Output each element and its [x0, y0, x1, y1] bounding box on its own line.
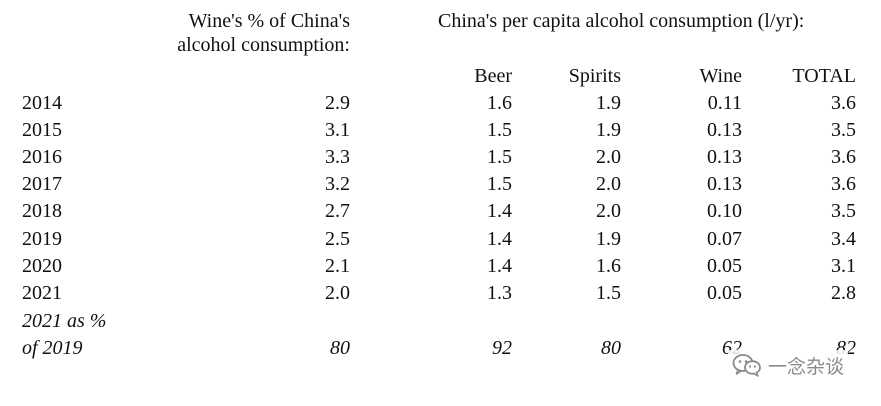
watermark-text: 一念杂谈: [768, 355, 845, 378]
row-wine: 0.13: [707, 173, 742, 195]
summary-beer: 92: [492, 337, 512, 359]
row-total: 2.8: [831, 282, 856, 304]
row-spirits: 1.9: [596, 92, 621, 114]
wine-share-header-line1: Wine's % of China's: [188, 10, 350, 32]
row-wine: 0.10: [707, 200, 742, 222]
row-year: 2016: [22, 146, 62, 168]
row-wine: 0.05: [707, 282, 742, 304]
row-wine-share: 2.9: [325, 92, 350, 114]
row-spirits: 1.6: [596, 255, 621, 277]
row-beer: 1.4: [487, 200, 512, 222]
row-year: 2020: [22, 255, 62, 277]
row-beer: 1.4: [487, 228, 512, 250]
row-wine-share: 2.0: [325, 282, 350, 304]
column-header-wine: Wine: [699, 65, 742, 87]
row-spirits: 2.0: [596, 200, 621, 222]
summary-label-line1: 2021 as %: [22, 310, 107, 332]
row-spirits: 2.0: [596, 173, 621, 195]
row-wine: 0.11: [707, 92, 742, 114]
row-total: 3.6: [831, 146, 856, 168]
wine-share-header: Wine's % of China's alcohol consumption:: [177, 9, 350, 57]
row-beer: 1.5: [487, 119, 512, 141]
row-year: 2017: [22, 173, 62, 195]
row-total: 3.5: [831, 200, 856, 222]
summary-label-line2: of 2019: [22, 337, 83, 359]
row-wine-share: 3.3: [325, 146, 350, 168]
row-spirits: 2.0: [596, 146, 621, 168]
row-total: 3.4: [831, 228, 856, 250]
row-year: 2019: [22, 228, 62, 250]
row-beer: 1.5: [487, 173, 512, 195]
row-total: 3.5: [831, 119, 856, 141]
wechat-icon: [732, 353, 762, 377]
row-wine-share: 2.1: [325, 255, 350, 277]
row-wine-share: 3.1: [325, 119, 350, 141]
row-wine: 0.13: [707, 146, 742, 168]
row-spirits: 1.5: [596, 282, 621, 304]
row-year: 2015: [22, 119, 62, 141]
row-wine-share: 3.2: [325, 173, 350, 195]
wine-share-header-line2: alcohol consumption:: [177, 34, 350, 56]
row-wine: 0.13: [707, 119, 742, 141]
column-header-spirits: Spirits: [568, 65, 621, 87]
row-spirits: 1.9: [596, 228, 621, 250]
row-year: 2021: [22, 282, 62, 304]
summary-label: 2021 as % of 2019: [22, 309, 106, 360]
column-header-beer: Beer: [474, 65, 512, 87]
row-beer: 1.4: [487, 255, 512, 277]
row-total: 3.1: [831, 255, 856, 277]
summary-wine-share: 80: [330, 337, 350, 359]
row-year: 2018: [22, 200, 62, 222]
row-total: 3.6: [831, 92, 856, 114]
row-wine: 0.05: [707, 255, 742, 277]
row-beer: 1.5: [487, 146, 512, 168]
summary-spirits: 80: [601, 337, 621, 359]
row-beer: 1.3: [487, 282, 512, 304]
row-wine: 0.07: [707, 228, 742, 250]
watermark: 一念杂谈: [728, 350, 849, 380]
row-total: 3.6: [831, 173, 856, 195]
row-beer: 1.6: [487, 92, 512, 114]
row-year: 2014: [22, 92, 62, 114]
row-wine-share: 2.7: [325, 200, 350, 222]
per-capita-header: China's per capita alcohol consumption (…: [438, 10, 805, 32]
row-spirits: 1.9: [596, 119, 621, 141]
row-wine-share: 2.5: [325, 228, 350, 250]
column-header-total: TOTAL: [792, 65, 856, 87]
